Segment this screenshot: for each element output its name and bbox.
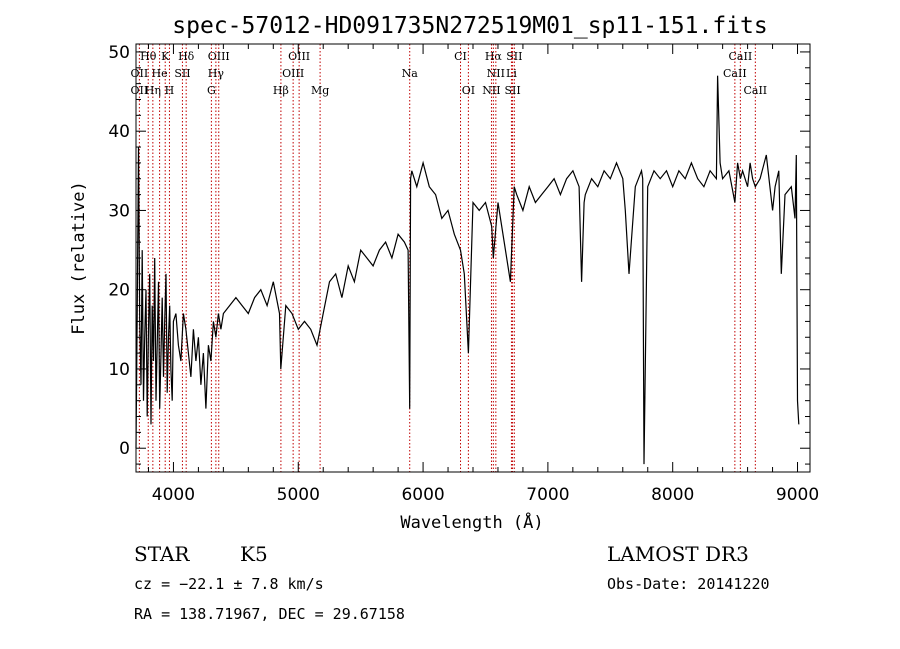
line-label-0: Hθ xyxy=(140,50,157,63)
line-label-7: SII xyxy=(506,50,522,63)
line-label-8: CaII xyxy=(729,50,753,63)
line-label-14: Na xyxy=(402,67,419,80)
y-tick-label-40: 40 xyxy=(108,122,130,142)
object-class: STAR xyxy=(134,542,190,566)
series-line-0 xyxy=(135,75,800,465)
x-tick-label-4000: 4000 xyxy=(152,485,195,505)
survey-name: LAMOST DR3 xyxy=(607,542,749,566)
line-label-1: K xyxy=(161,50,170,63)
line-label-9: OII xyxy=(131,67,149,80)
chart-title: spec-57012-HD091735N272519M01_sp11-151.f… xyxy=(172,13,767,39)
line-label-27: CaII xyxy=(743,84,767,97)
axis-ticks: 4000 5000 6000 7000 8000 9000 0 10 20 30 40 50 xyxy=(108,43,819,505)
object-subclass: K5 xyxy=(240,542,268,566)
flux-series xyxy=(135,75,800,465)
y-tick-label-10: 10 xyxy=(108,360,130,380)
line-label-15: NII xyxy=(487,67,505,80)
x-tick-label-9000: 9000 xyxy=(776,485,819,505)
x-tick-label-8000: 8000 xyxy=(651,485,694,505)
y-tick-label-20: 20 xyxy=(108,281,130,301)
y-axis-label: Flux (relative) xyxy=(69,181,89,335)
line-label-25: NII xyxy=(482,84,500,97)
line-label-12: Hγ xyxy=(208,67,225,80)
line-label-19: Hη xyxy=(145,84,161,97)
line-label-11: SII xyxy=(174,67,190,80)
line-label-5: CI xyxy=(454,50,467,63)
line-label-3: OIII xyxy=(208,50,230,63)
y-tick-label-50: 50 xyxy=(108,43,130,63)
line-label-20: H xyxy=(165,84,175,97)
line-label-21: G xyxy=(207,84,216,97)
x-tick-label-7000: 7000 xyxy=(526,485,569,505)
plot-frame xyxy=(135,43,811,473)
obs-date: Obs-Date: 20141220 xyxy=(607,575,770,593)
redshift-text: cz = −22.1 ± 7.8 km/s xyxy=(134,575,324,593)
coordinates: RA = 138.71967, DEC = 29.67158 xyxy=(134,605,405,623)
line-label-22: Hβ xyxy=(273,84,289,97)
x-tick-label-5000: 5000 xyxy=(277,485,320,505)
x-tick-label-6000: 6000 xyxy=(401,485,444,505)
line-label-18: OII xyxy=(131,84,149,97)
line-label-10: He xyxy=(152,67,168,80)
y-tick-label-30: 30 xyxy=(108,201,130,221)
line-label-17: CaII xyxy=(723,67,747,80)
y-tick-label-0: 0 xyxy=(119,439,130,459)
line-label-23: Mg xyxy=(311,84,329,97)
x-axis-label: Wavelength (Å) xyxy=(400,511,543,533)
line-label-2: Hδ xyxy=(178,50,195,63)
line-label-6: Hα xyxy=(485,50,503,63)
line-label-13: OIII xyxy=(282,67,304,80)
line-label-16: Li xyxy=(506,67,517,80)
line-label-24: OI xyxy=(462,84,475,97)
line-label-26: SII xyxy=(504,84,520,97)
line-label-4: OIII xyxy=(288,50,310,63)
